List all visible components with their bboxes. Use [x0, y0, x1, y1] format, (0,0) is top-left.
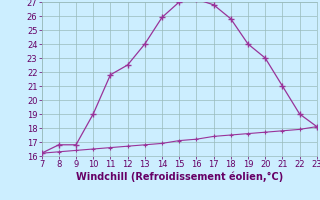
X-axis label: Windchill (Refroidissement éolien,°C): Windchill (Refroidissement éolien,°C) — [76, 172, 283, 182]
